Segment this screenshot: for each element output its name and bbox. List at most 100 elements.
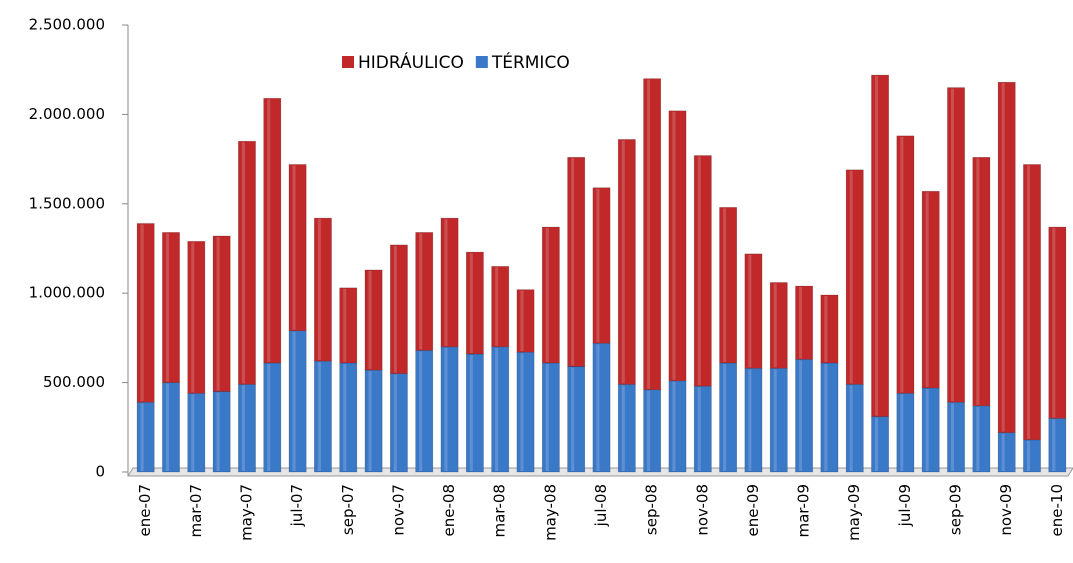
bar-segment: [465, 353, 484, 473]
bar-highlight: [647, 390, 651, 471]
bar-segment: [921, 387, 940, 473]
bar-segment: [744, 367, 763, 473]
bar-segment: [1048, 418, 1067, 473]
bar-highlight: [849, 385, 853, 471]
x-tick-label: ene-08: [440, 484, 458, 536]
bar-segment: [668, 380, 687, 473]
x-tick-label: jul-08: [592, 484, 610, 527]
bar-segment: [896, 393, 915, 473]
bar-highlight: [849, 170, 853, 384]
x-tick-label: sep-07: [339, 484, 357, 535]
bar-highlight: [216, 392, 220, 471]
bar-highlight: [343, 288, 347, 362]
bar-highlight: [1026, 165, 1030, 439]
x-tick-label: may-09: [845, 484, 863, 541]
bar-highlight: [191, 242, 195, 393]
bar-highlight: [317, 362, 321, 471]
bar-segment: [314, 217, 332, 362]
bar-segment: [440, 346, 459, 473]
bar-highlight: [596, 188, 600, 343]
bar-highlight: [799, 287, 803, 359]
bar-segment: [516, 289, 535, 353]
bar-segment: [795, 285, 814, 360]
bar-segment: [415, 232, 434, 351]
bar-segment: [896, 135, 915, 394]
bar-segment: [288, 330, 307, 473]
bar-segment: [744, 253, 763, 369]
bar-highlight: [444, 219, 448, 346]
bar-highlight: [267, 363, 271, 471]
bar-highlight: [976, 158, 980, 405]
bar-segment: [238, 384, 256, 473]
bar-segment: [567, 366, 586, 473]
bar-highlight: [292, 165, 296, 330]
x-tick-label: jul-07: [288, 484, 306, 527]
bar-segment: [871, 416, 889, 473]
bar-highlight: [1052, 419, 1056, 471]
bar-highlight: [596, 344, 600, 471]
bar-highlight: [647, 79, 651, 389]
bar-segment: [617, 384, 636, 473]
bar-segment: [187, 241, 206, 394]
x-tick-label: ene-10: [1048, 484, 1066, 536]
bar-segment: [871, 74, 889, 417]
bar-segment: [769, 367, 788, 473]
bar-segment: [1023, 439, 1041, 473]
bar-segment: [972, 157, 991, 407]
bar-segment: [972, 405, 991, 473]
bar-highlight: [1026, 440, 1030, 471]
bar-highlight: [520, 353, 524, 471]
bar-segment: [592, 187, 611, 344]
y-tick-label: 0: [95, 463, 105, 481]
bar-highlight: [267, 99, 271, 362]
bar-highlight: [621, 385, 625, 471]
y-tick-label: 2.500.000: [29, 16, 105, 34]
bar-segment: [1023, 164, 1041, 441]
bar-highlight: [773, 283, 777, 368]
bar-segment: [997, 81, 1016, 433]
bar-segment: [136, 223, 155, 403]
bar-highlight: [495, 267, 499, 346]
bar-segment: [820, 362, 839, 473]
y-tick-label: 1.500.000: [29, 194, 105, 212]
bar-highlight: [723, 363, 727, 471]
bar-segment: [845, 169, 864, 385]
bar-highlight: [900, 136, 904, 393]
legend-label: TÉRMICO: [491, 51, 570, 73]
bar-highlight: [1001, 83, 1005, 432]
bar-segment: [643, 78, 662, 391]
bar-segment: [314, 360, 332, 473]
bar-highlight: [925, 388, 929, 471]
bar-highlight: [672, 111, 676, 380]
legend-label: HIDRÁULICO: [358, 51, 464, 73]
bar-highlight: [495, 347, 499, 471]
bar-segment: [136, 401, 155, 473]
bar-segment: [947, 401, 965, 473]
bar-segment: [947, 87, 965, 403]
bar-highlight: [368, 371, 372, 471]
x-tick-label: mar-07: [187, 484, 205, 538]
bar-segment: [288, 164, 307, 332]
bar-highlight: [748, 369, 752, 471]
bar-segment: [187, 393, 206, 473]
bar-segment: [440, 217, 459, 348]
bar-segment: [1048, 226, 1067, 419]
bar-segment: [820, 294, 839, 364]
bar-segment: [238, 140, 256, 385]
bar-highlight: [875, 417, 879, 471]
y-tick-label: 1.000.000: [29, 284, 105, 302]
bar-segment: [997, 432, 1016, 473]
bar-highlight: [343, 363, 347, 471]
bar-segment: [364, 369, 383, 473]
bar-highlight: [824, 295, 828, 362]
bar-segment: [541, 362, 560, 473]
bar-highlight: [469, 253, 473, 353]
x-tick-label: may-08: [541, 484, 559, 541]
bar-segment: [491, 346, 510, 473]
bar-highlight: [545, 363, 549, 471]
bar-segment: [389, 373, 408, 473]
bar-segment: [465, 251, 484, 355]
bar-highlight: [1052, 228, 1056, 418]
x-tick-label: mar-08: [491, 484, 509, 538]
bar-highlight: [165, 233, 169, 382]
